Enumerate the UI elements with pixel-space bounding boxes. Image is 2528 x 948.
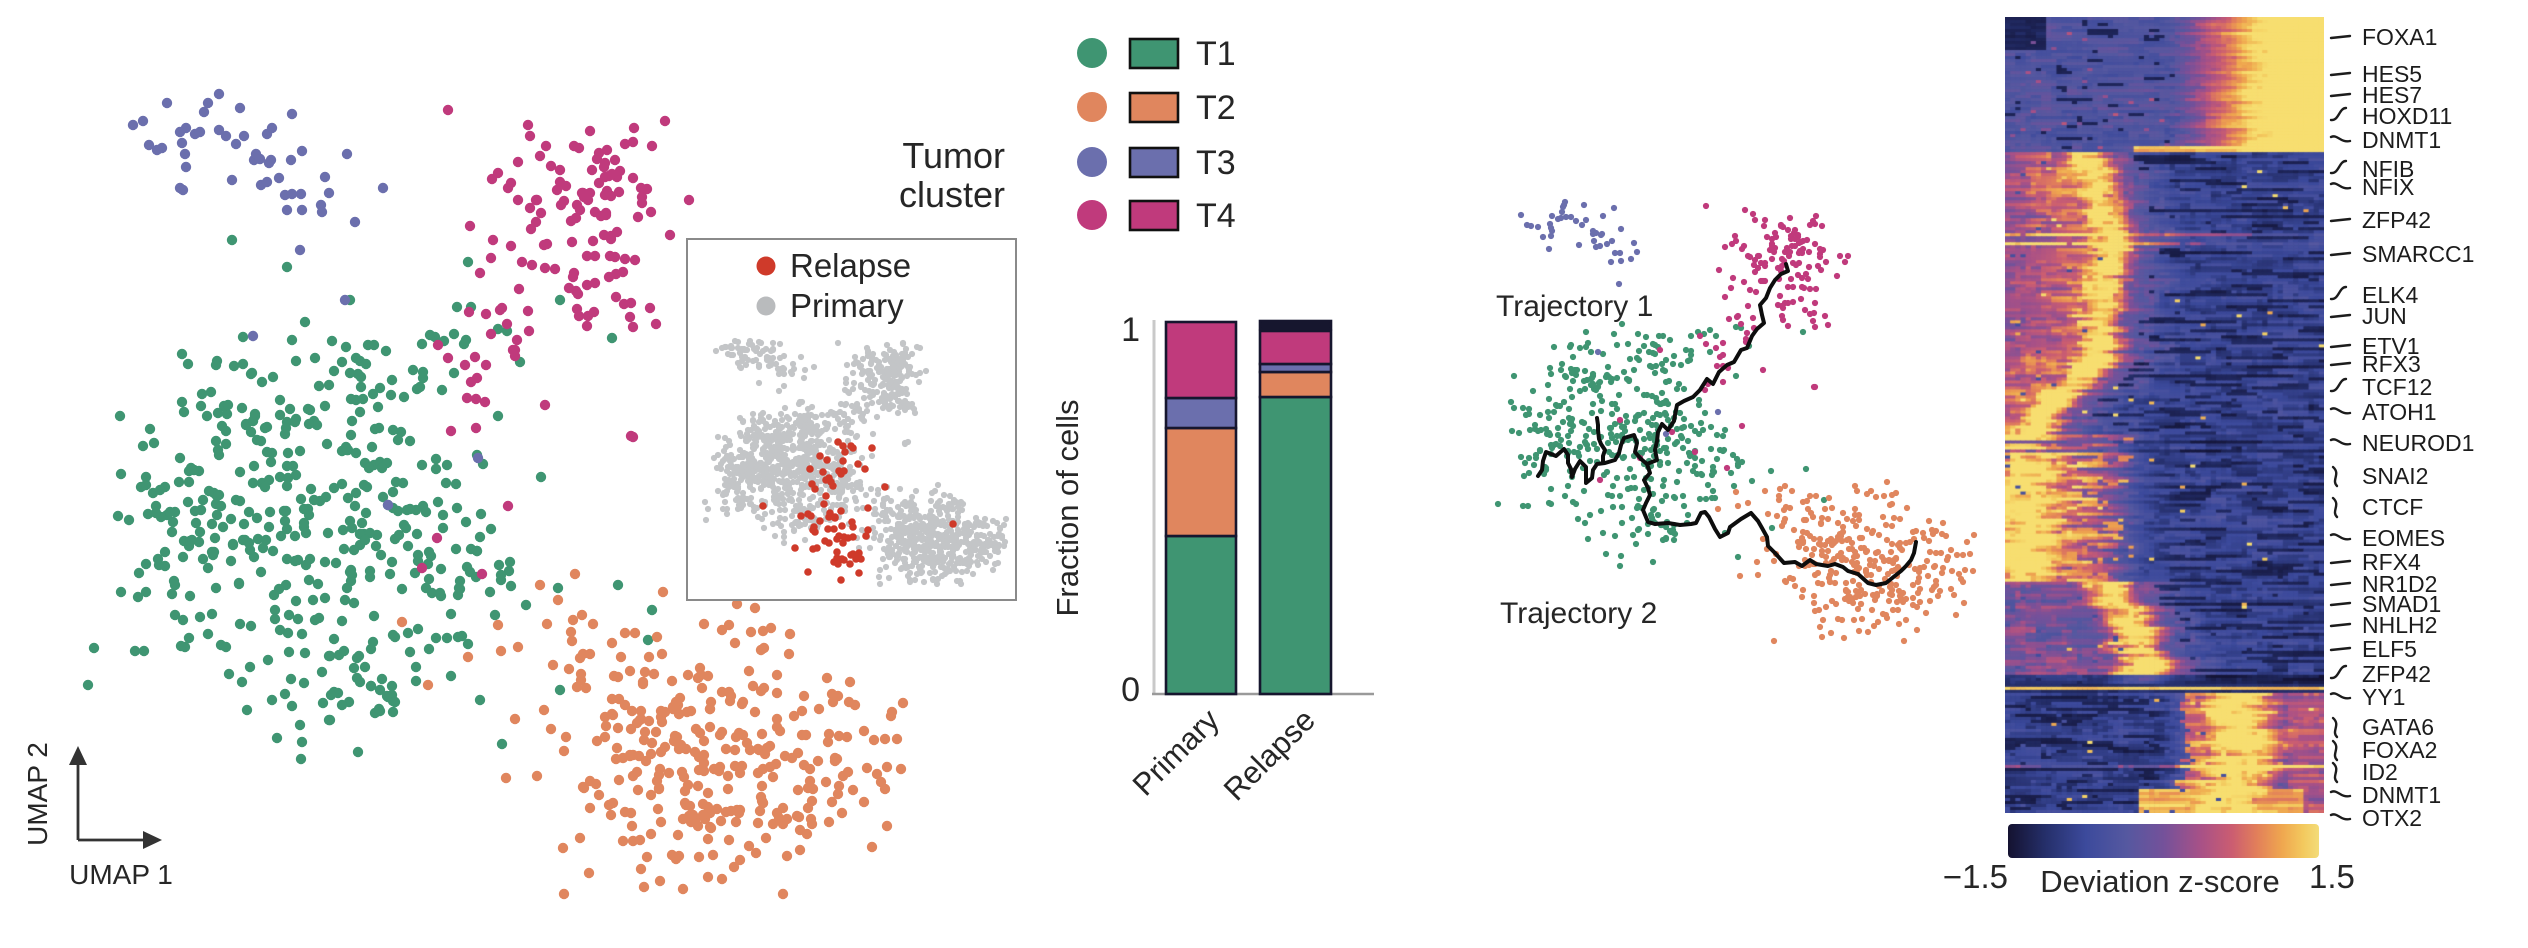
svg-text:−1.5: −1.5 [1943, 858, 2008, 895]
svg-text:SMARCC1: SMARCC1 [2362, 241, 2474, 267]
svg-text:Fraction of cells: Fraction of cells [1050, 399, 1085, 616]
svg-text:Relapse: Relapse [790, 247, 911, 284]
svg-text:T2: T2 [1196, 89, 1236, 127]
svg-text:ID2: ID2 [2362, 759, 2398, 785]
svg-text:Trajectory 1: Trajectory 1 [1496, 290, 1653, 323]
svg-text:OTX2: OTX2 [2362, 805, 2422, 831]
svg-text:Primary: Primary [790, 287, 904, 324]
svg-text:UMAP 2: UMAP 2 [22, 742, 53, 846]
svg-text:1: 1 [1121, 311, 1140, 349]
svg-text:Deviation z-score: Deviation z-score [2040, 864, 2279, 899]
svg-text:ETV1: ETV1 [2362, 333, 2420, 359]
svg-text:ELF5: ELF5 [2362, 636, 2417, 662]
svg-text:DNMT1: DNMT1 [2362, 782, 2441, 808]
svg-text:0: 0 [1121, 671, 1140, 709]
svg-text:NFIX: NFIX [2362, 174, 2414, 200]
svg-text:ZFP42: ZFP42 [2362, 661, 2431, 687]
svg-text:RFX3: RFX3 [2362, 351, 2421, 377]
svg-text:JUN: JUN [2362, 303, 2407, 329]
svg-text:HES7: HES7 [2362, 82, 2422, 108]
svg-text:CTCF: CTCF [2362, 494, 2423, 520]
svg-text:NFIB: NFIB [2362, 156, 2414, 182]
svg-text:ATOH1: ATOH1 [2362, 399, 2437, 425]
svg-text:HES5: HES5 [2362, 61, 2422, 87]
svg-text:TCF12: TCF12 [2362, 374, 2432, 400]
svg-text:GATA6: GATA6 [2362, 714, 2434, 740]
svg-text:SNAI2: SNAI2 [2362, 463, 2428, 489]
svg-text:Primary: Primary [1126, 702, 1227, 803]
svg-text:ELK4: ELK4 [2362, 282, 2418, 308]
svg-text:UMAP 1: UMAP 1 [69, 859, 173, 890]
svg-text:SMAD1: SMAD1 [2362, 591, 2441, 617]
svg-text:Trajectory 2: Trajectory 2 [1500, 597, 1657, 630]
svg-text:EOMES: EOMES [2362, 525, 2445, 551]
svg-text:FOXA2: FOXA2 [2362, 737, 2437, 763]
svg-text:ZFP42: ZFP42 [2362, 207, 2431, 233]
svg-text:HOXD11: HOXD11 [2362, 103, 2452, 129]
svg-text:NHLH2: NHLH2 [2362, 612, 2437, 638]
svg-text:YY1: YY1 [2362, 684, 2405, 710]
svg-text:1.5: 1.5 [2309, 858, 2355, 895]
svg-text:T4: T4 [1196, 197, 1236, 235]
svg-text:DNMT1: DNMT1 [2362, 127, 2441, 153]
svg-text:Tumor: Tumor [902, 135, 1005, 176]
svg-text:NR1D2: NR1D2 [2362, 571, 2437, 597]
svg-text:RFX4: RFX4 [2362, 549, 2421, 575]
svg-text:T3: T3 [1196, 144, 1236, 182]
svg-text:cluster: cluster [899, 174, 1005, 215]
svg-text:NEUROD1: NEUROD1 [2362, 430, 2474, 456]
svg-text:Relapse: Relapse [1217, 702, 1322, 807]
svg-text:FOXA1: FOXA1 [2362, 24, 2437, 50]
svg-text:T1: T1 [1196, 35, 1236, 73]
